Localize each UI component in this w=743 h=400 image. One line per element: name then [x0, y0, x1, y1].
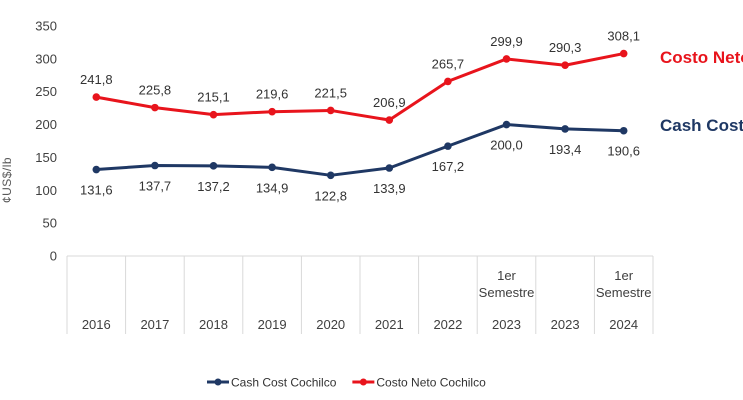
cash-cost-cochilco-legend-label: Cash Cost Cochilco [231, 376, 337, 390]
y-tick-label: 100 [35, 183, 57, 198]
cash-cost-cochilco-data-label: 122,8 [314, 188, 347, 203]
costo-neto-cochilco-data-label: 290,3 [549, 40, 582, 55]
cash-cost-cochilco-data-label: 200,0 [490, 138, 523, 153]
costo-neto-cochilco-point [502, 55, 511, 63]
cash-cost-cochilco-data-label: 131,6 [80, 183, 113, 198]
costo-neto-cochilco-point [444, 77, 452, 86]
cash-cost-cochilco-line [96, 123, 624, 177]
y-axis-label: ¢US$/lb [0, 157, 14, 203]
cash-cost-cochilco-data-label: 137,7 [139, 179, 172, 194]
costo-neto-cochilco-legend-label: Costo Neto Cochilco [376, 376, 486, 390]
costo-neto-cochilco-point [151, 103, 159, 112]
x-tick-label: 2024 [609, 317, 638, 332]
x-tick-label: 2020 [316, 317, 345, 332]
y-tick-label: 300 [35, 51, 57, 66]
costo-neto-cochilco-data-label: 241,8 [80, 72, 113, 87]
cash-cost-cochilco-point [268, 163, 276, 172]
costo-neto-cochilco-point [326, 106, 335, 115]
costo-neto-cochilco-data-label: 308,1 [607, 29, 640, 44]
costo-neto-cochilco-data-label: 265,7 [432, 56, 465, 71]
y-tick-label: 350 [35, 19, 57, 34]
y-tick-label: 250 [35, 84, 57, 99]
y-tick-label: 50 [43, 216, 57, 231]
cash-cost-cochilco-point [561, 125, 569, 133]
legend: Cash Cost Cochilco Costo Neto Cochilco [207, 376, 486, 390]
costo-neto-cochilco-legend-marker [359, 378, 367, 386]
y-tick-label: 200 [35, 117, 57, 132]
cash-cost-cochilco-data-label: 133,9 [373, 181, 406, 196]
cash-cost-cochilco-point [502, 120, 511, 129]
category-table: 2016 2017 2018 2019 2020 2021 2022 1er Semestre 2… [66, 255, 654, 334]
x-tick-label: 2022 [433, 317, 462, 332]
cash-cost-cochilco-data-label: 134,9 [256, 180, 289, 195]
costo-neto-cochilco-data-label: 215,1 [197, 90, 230, 105]
y-tick-label: 150 [35, 150, 57, 165]
costo-neto-cochilco-data-label: 206,9 [373, 95, 406, 110]
cash-cost-cochilco-point [385, 164, 394, 172]
x-tick-label: 2016 [82, 317, 111, 332]
costo-neto-annotation: Costo Neto [660, 48, 743, 67]
x-tick-sublabel: 1er [614, 268, 633, 283]
x-tick-sublabel: Semestre [596, 285, 652, 300]
x-tick-label: 2018 [199, 317, 228, 332]
costo-neto-cochilco-point [268, 107, 276, 116]
costo-neto-cochilco-point [385, 116, 394, 124]
costo-neto-cochilco-data-label: 221,5 [314, 85, 347, 100]
costo-neto-cochilco-data-label: 219,6 [256, 87, 289, 102]
cash-cost-cochilco-point [92, 165, 101, 174]
x-tick-label: 2023 [551, 317, 580, 332]
series-annotations: Costo Neto Cash Cost [660, 48, 743, 135]
y-tick-label: 0 [50, 249, 57, 264]
cash-cost-annotation: Cash Cost [660, 116, 743, 135]
axis-layer: 0 50 100 150 200 250 300 350 [35, 19, 57, 264]
costo-neto-cochilco-point [92, 93, 101, 101]
costo-neto-cochilco-data-label: 225,8 [139, 83, 172, 98]
cash-cost-cochilco-data-label: 167,2 [432, 159, 465, 174]
x-tick-label: 2023 [492, 317, 521, 332]
costo-neto-cochilco-line [96, 52, 624, 122]
cash-cost-cochilco-data-label: 190,6 [607, 144, 640, 159]
x-tick-label: 2019 [258, 317, 287, 332]
x-tick-sublabel: 1er [497, 268, 516, 283]
cash-cost-cochilco-data-label: 137,2 [197, 179, 230, 194]
costo-neto-cochilco-point [619, 49, 628, 58]
costo-neto-cochilco-data-label: 299,9 [490, 34, 523, 49]
x-tick-label: 2021 [375, 317, 404, 332]
costo-neto-cochilco-point [561, 61, 569, 70]
cash-cost-cochilco-point [209, 162, 218, 170]
cash-cost-cochilco-point [151, 161, 159, 170]
cash-cost-cochilco-data-label: 193,4 [549, 142, 582, 157]
costo-neto-cochilco-point [209, 110, 218, 119]
x-tick-sublabel: Semestre [479, 285, 535, 300]
cash-cost-cochilco-point [444, 142, 452, 150]
cash-cost-cochilco-point [326, 171, 335, 180]
cash-cost-cochilco-point [619, 126, 628, 135]
x-tick-label: 2017 [140, 317, 169, 332]
series-layer: 131,6 137,7 137,2 134,9 122,8 133,9 167,2 200,0… [80, 29, 640, 204]
cash-cost-cochilco-legend-marker [214, 378, 222, 386]
